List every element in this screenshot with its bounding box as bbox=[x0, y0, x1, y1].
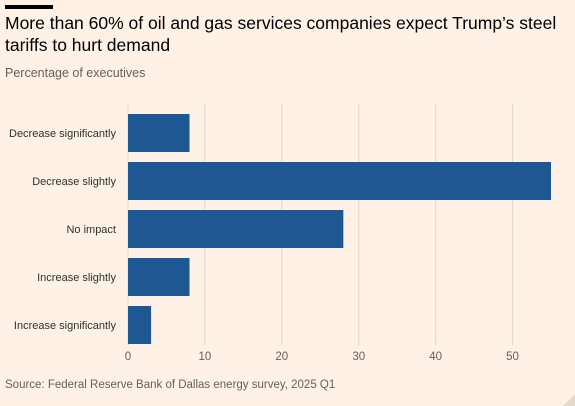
bar bbox=[128, 258, 190, 296]
category-label: Increase significantly bbox=[14, 320, 117, 332]
x-tick-label: 50 bbox=[506, 351, 519, 363]
x-tick-label: 10 bbox=[199, 351, 212, 363]
x-tick-label: 0 bbox=[125, 351, 131, 363]
title-rule bbox=[5, 5, 53, 9]
x-tick-label: 40 bbox=[429, 351, 442, 363]
resize-corner bbox=[563, 394, 575, 406]
source-note: Source: Federal Reserve Bank of Dallas e… bbox=[5, 379, 336, 391]
category-label: No impact bbox=[66, 224, 116, 236]
bar bbox=[128, 114, 190, 152]
x-tick-label: 20 bbox=[275, 351, 288, 363]
x-tick-labels: 0 10 20 30 40 50 bbox=[125, 351, 519, 363]
bar bbox=[128, 162, 551, 200]
bars bbox=[128, 114, 551, 344]
bar bbox=[128, 306, 152, 344]
category-labels: Decrease significantly Decrease slightly N… bbox=[9, 128, 116, 332]
chart-subtitle: Percentage of executives bbox=[5, 66, 146, 80]
category-label: Decrease significantly bbox=[9, 128, 116, 140]
chart-title: More than 60% of oil and gas services co… bbox=[5, 13, 557, 55]
category-label: Increase slightly bbox=[37, 272, 116, 284]
x-tick-label: 30 bbox=[352, 351, 365, 363]
category-label: Decrease slightly bbox=[32, 176, 116, 188]
bar bbox=[128, 210, 344, 248]
